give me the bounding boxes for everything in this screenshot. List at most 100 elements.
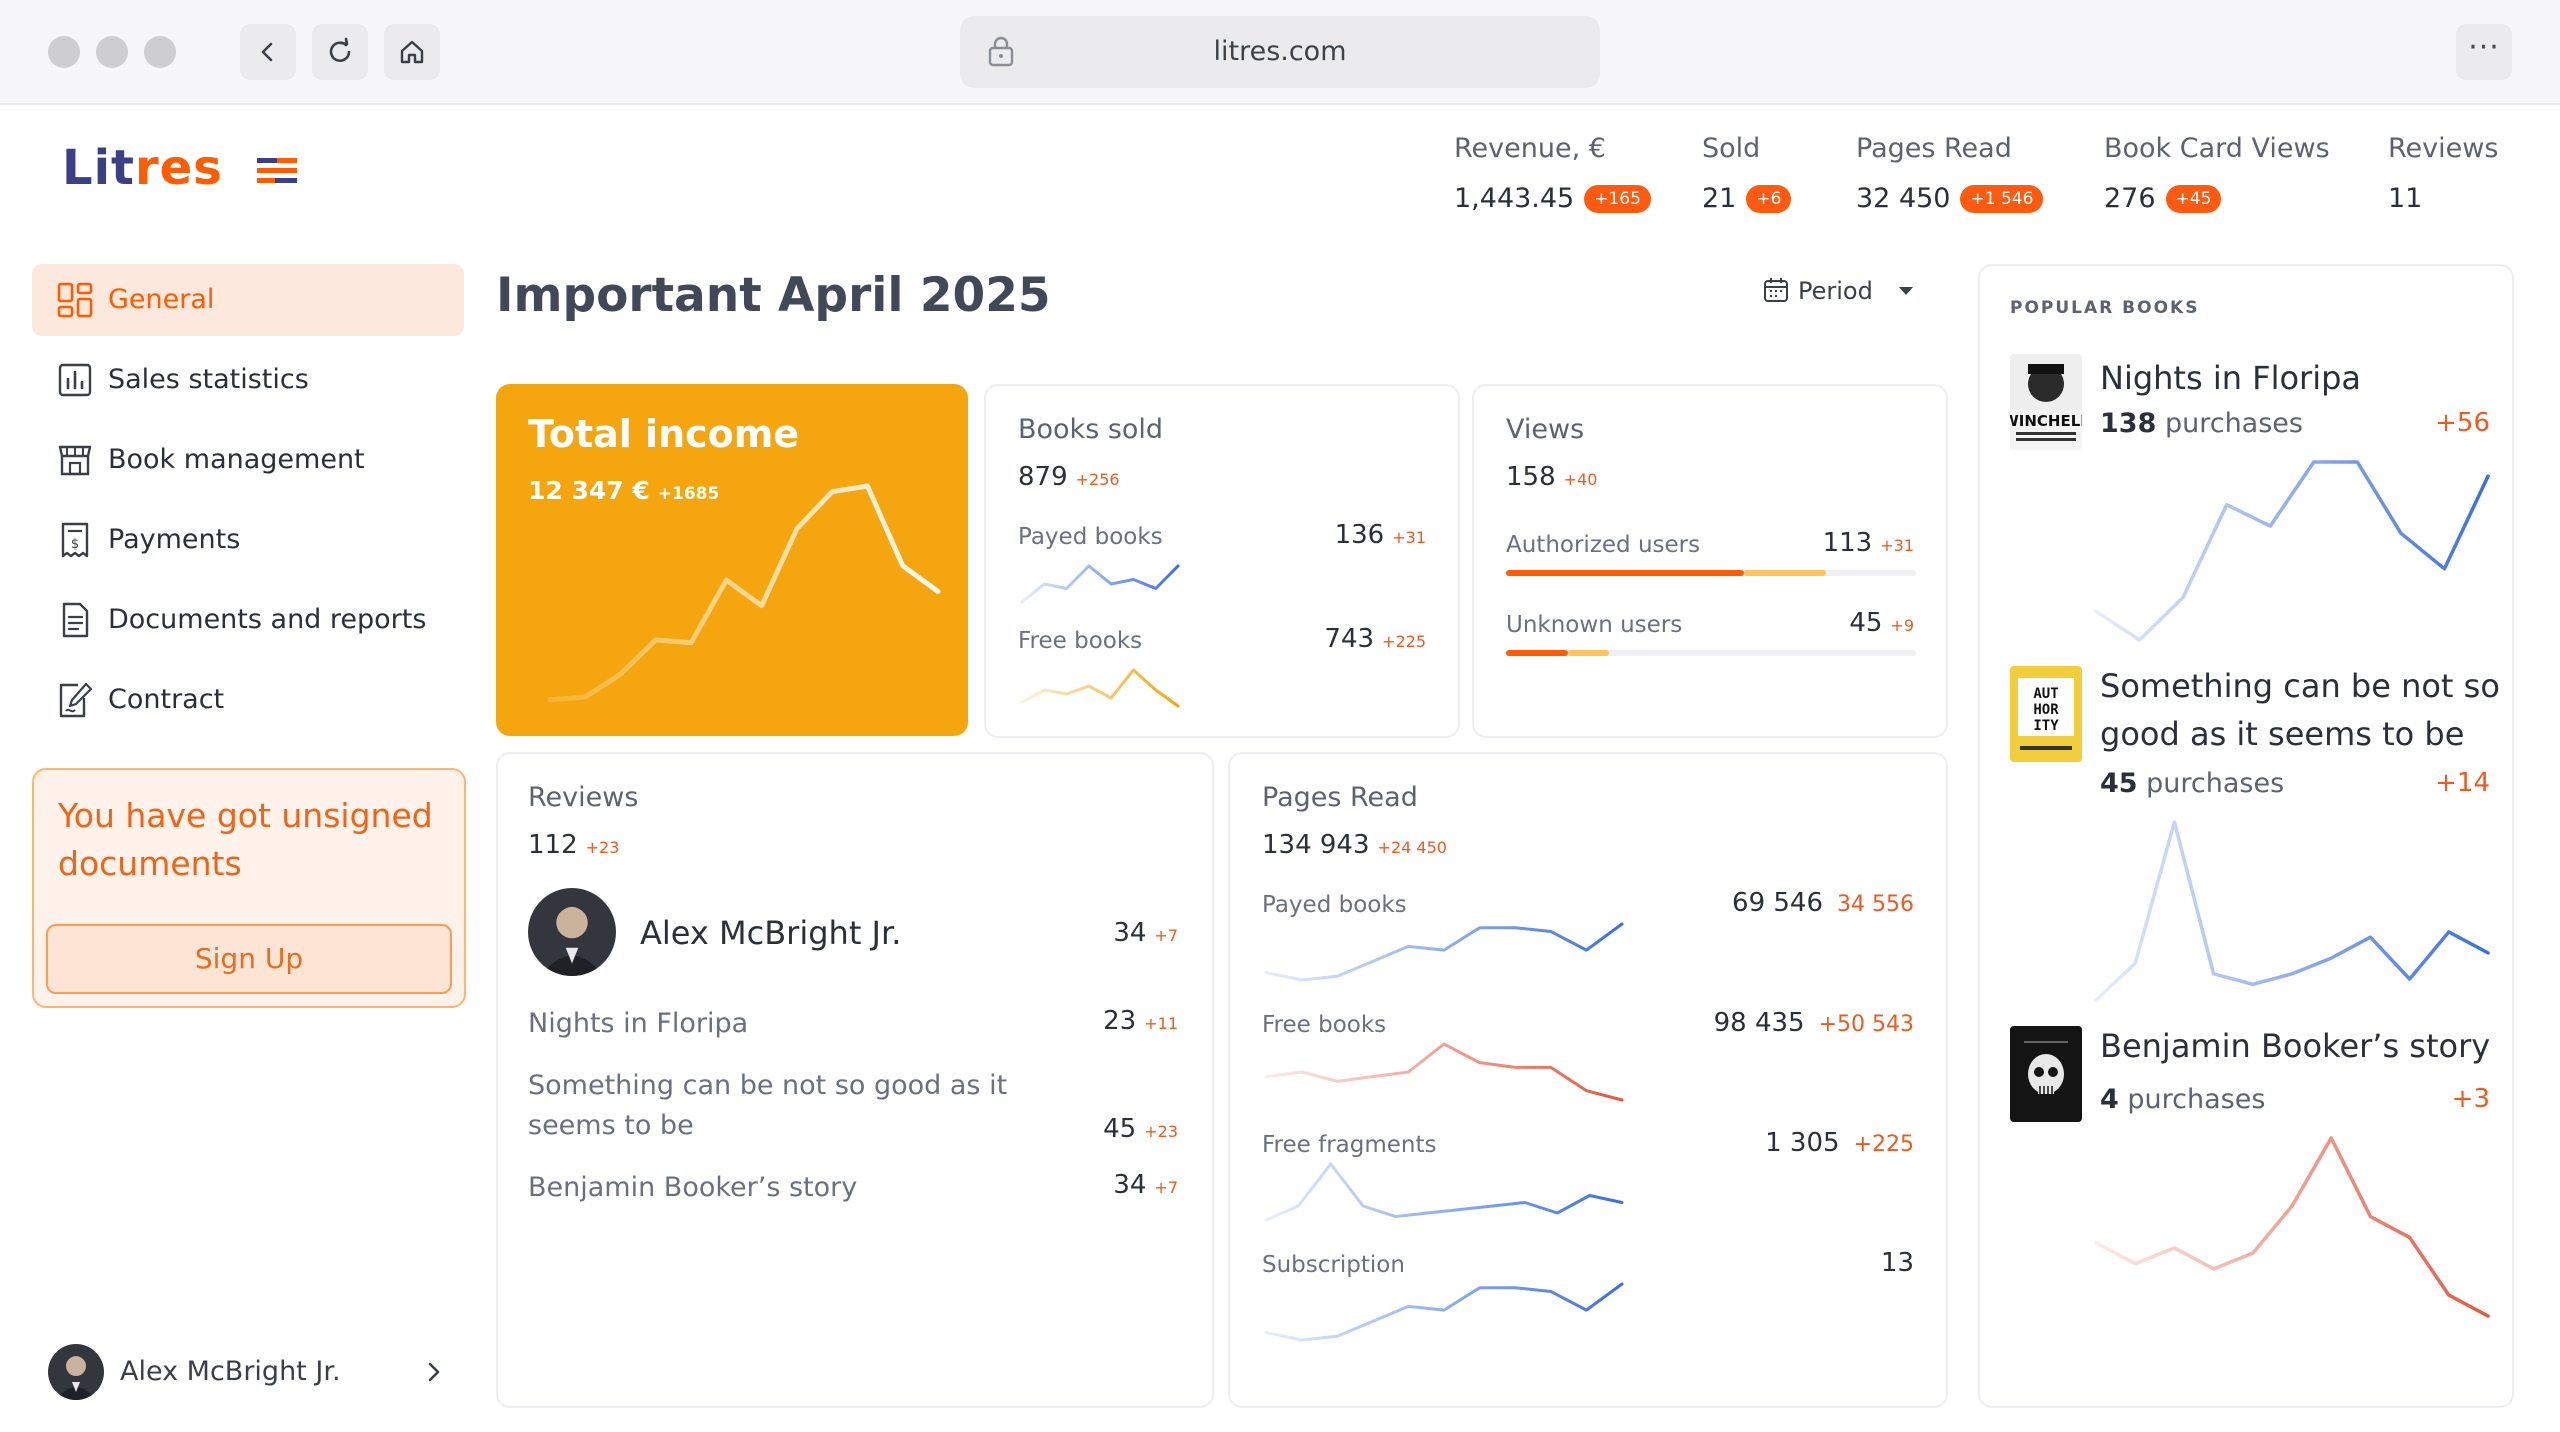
income-delta: +1685 xyxy=(657,484,720,504)
document-icon xyxy=(62,602,89,638)
receipt-icon: $ xyxy=(61,522,89,558)
authorized-users-delta: +31 xyxy=(1880,536,1914,555)
more-dots-icon: ··· xyxy=(2468,30,2500,65)
pages-row-label: Subscription xyxy=(1262,1252,1405,1278)
free-books-line xyxy=(1020,668,1180,708)
reviews-number: 112 xyxy=(528,830,578,860)
sign-up-button[interactable]: Sign Up xyxy=(46,924,452,994)
popular-book-title[interactable]: Nights in Floripa xyxy=(2100,359,2361,397)
sidebar-item-book-management[interactable]: Book management xyxy=(32,424,464,496)
reviews-card[interactable]: Reviews 112 +23 Alex McBright Jr. 34 +7 Ni… xyxy=(496,752,1214,1408)
sidebar-item-sales-statistics[interactable]: Sales statistics xyxy=(32,344,464,416)
pages-row-number: 98 435 xyxy=(1713,1008,1805,1038)
avatar xyxy=(528,888,616,976)
pages-row-delta: +225 xyxy=(1853,1132,1914,1157)
page-title: Important April 2025 xyxy=(496,268,1051,323)
unknown-users-value: 45 +9 xyxy=(1734,608,1914,638)
address-bar[interactable]: litres.com xyxy=(960,16,1600,88)
popular-book-title[interactable]: Benjamin Booker’s story xyxy=(2100,1027,2491,1065)
stat-views-value: 276 +45 xyxy=(2104,183,2222,214)
views-delta: +40 xyxy=(1563,470,1598,489)
reviewer-avatar-icon xyxy=(528,888,616,976)
stat-sold-delta: +6 xyxy=(1746,185,1792,213)
unsigned-alert-text: You have got unsigned documents xyxy=(58,796,433,883)
pages-row-sparkline xyxy=(1264,1042,1624,1102)
pages-row-sparkline xyxy=(1264,922,1624,982)
period-label: Period xyxy=(1798,277,1873,305)
popular-book-purchases: 138 purchases xyxy=(2100,408,2303,439)
free-books-sparkline xyxy=(1020,668,1180,708)
income-title: Total income xyxy=(528,412,800,456)
payed-books-value: 136 +31 xyxy=(1246,520,1426,550)
sidebar-item-label: Payments xyxy=(108,524,241,555)
window-maximize-dot[interactable] xyxy=(144,36,176,68)
avatar xyxy=(48,1344,104,1400)
total-income-card[interactable]: Total income 12 347 € +1685 xyxy=(496,384,968,736)
svg-text:AUT: AUT xyxy=(2033,686,2058,702)
reload-button[interactable] xyxy=(312,24,368,80)
review-count-delta: +11 xyxy=(1144,1014,1178,1033)
pages-row-number: 1 305 xyxy=(1765,1128,1840,1158)
authorized-users-value: 113 +31 xyxy=(1734,528,1914,558)
review-book-count: 23 +11 xyxy=(978,1006,1178,1036)
stat-reviews-value: 11 xyxy=(2388,183,2423,214)
chevron-right-icon xyxy=(428,1362,440,1382)
sidebar-item-documents-and-reports[interactable]: Documents and reports xyxy=(32,584,464,656)
income-trend-line xyxy=(547,483,941,703)
unknown-users-label: Unknown users xyxy=(1506,612,1683,638)
sidebar-item-general[interactable]: General xyxy=(32,264,464,336)
user-profile-menu[interactable]: Alex McBright Jr. xyxy=(48,1344,458,1400)
user-avatar-icon xyxy=(48,1344,104,1400)
review-count-number: 45 xyxy=(1103,1114,1137,1144)
unknown-users-bar xyxy=(1506,650,1916,656)
litres-logo[interactable]: Litres xyxy=(62,140,297,196)
home-icon xyxy=(400,40,424,64)
review-count-number: 23 xyxy=(1103,1006,1137,1036)
reviewer-count-number: 34 xyxy=(1113,918,1147,948)
income-amount: 12 347 € xyxy=(528,476,650,505)
popular-book-title[interactable]: Something can be not so good as it seems… xyxy=(2100,667,2500,753)
period-dropdown[interactable]: Period xyxy=(1762,276,1914,305)
unknown-users-bar-secondary xyxy=(1567,650,1609,656)
book-cover[interactable]: AUT HOR ITY xyxy=(2010,666,2082,762)
popular-book-delta: +3 xyxy=(2451,1084,2490,1114)
review-book-title[interactable]: Nights in Floripa xyxy=(528,1008,749,1039)
review-book-title[interactable]: Something can be not so good as it seems… xyxy=(528,1070,1008,1141)
books-sold-card[interactable]: Books sold 879 +256 Payed books 136 +31 Fr… xyxy=(984,384,1460,738)
book-cover[interactable] xyxy=(2010,1026,2082,1122)
sidebar-item-payments[interactable]: $ Payments xyxy=(32,504,464,576)
books-sold-title: Books sold xyxy=(1018,414,1164,445)
logo-text-part1: Lit xyxy=(62,140,135,196)
authorized-users-bar xyxy=(1506,570,1916,576)
pages-read-title: Pages Read xyxy=(1262,782,1418,813)
popular-books-title: POPULAR BOOKS xyxy=(2010,298,2200,318)
lock-icon xyxy=(988,36,1014,67)
views-card[interactable]: Views 158 +40 Authorized users 113 +31 Unk… xyxy=(1472,384,1948,738)
authorized-users-label: Authorized users xyxy=(1506,532,1701,558)
logo-mark-icon xyxy=(256,158,297,183)
income-trend-chart xyxy=(547,483,941,703)
book-cover[interactable]: WINCHELL xyxy=(2010,354,2082,450)
pages-read-line xyxy=(1264,1282,1624,1342)
back-button[interactable] xyxy=(240,24,296,80)
window-close-dot[interactable] xyxy=(48,36,80,68)
caret-down-icon xyxy=(1899,287,1914,295)
review-book-count: 45 +23 xyxy=(978,1114,1178,1144)
grid-icon xyxy=(57,282,93,318)
home-button[interactable] xyxy=(384,24,440,80)
pages-row-sparkline xyxy=(1264,1282,1624,1342)
books-sold-value: 879 +256 xyxy=(1018,462,1120,492)
pages-read-delta: +24 450 xyxy=(1377,838,1447,857)
purchases-label: purchases xyxy=(2164,408,2303,439)
pages-row-number: 13 xyxy=(1880,1248,1914,1278)
pages-read-card[interactable]: Pages Read 134 943 +24 450 Payed books 69… xyxy=(1228,752,1948,1408)
window-minimize-dot[interactable] xyxy=(96,36,128,68)
stat-reviews-label: Reviews xyxy=(2388,133,2499,164)
more-options-button[interactable]: ··· xyxy=(2456,24,2512,80)
pages-row-number: 69 546 xyxy=(1732,888,1824,918)
review-book-title[interactable]: Benjamin Booker’s story xyxy=(528,1172,858,1203)
pages-read-line xyxy=(1264,1162,1624,1222)
free-books-delta: +225 xyxy=(1382,632,1426,651)
sidebar-item-contract[interactable]: Contract xyxy=(32,664,464,736)
reload-icon xyxy=(329,37,351,62)
